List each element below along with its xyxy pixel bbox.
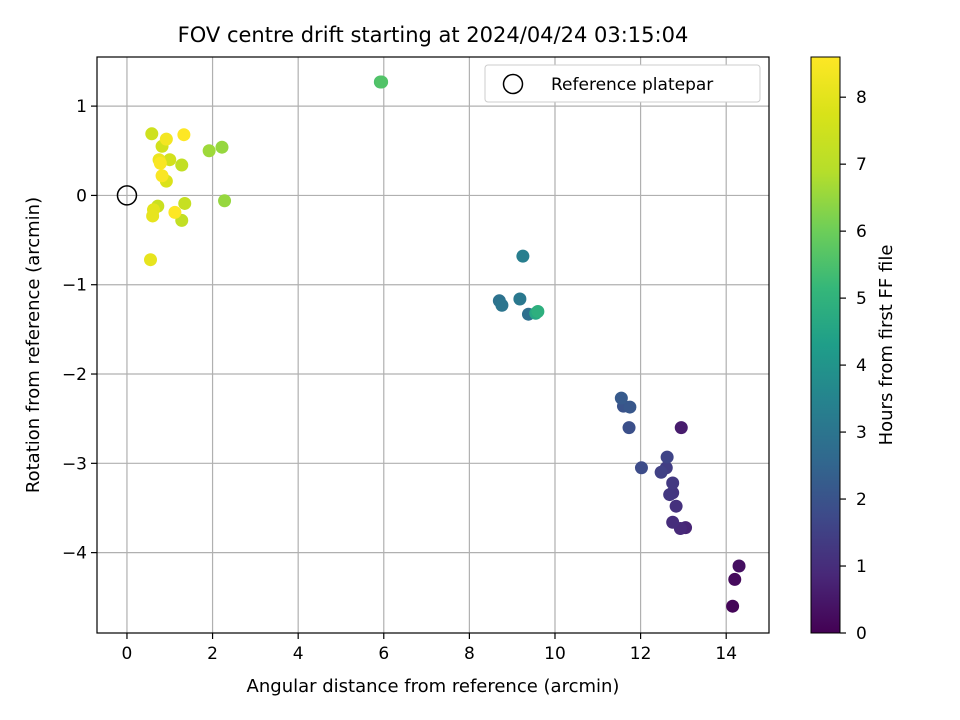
data-point bbox=[175, 158, 189, 172]
data-point bbox=[531, 305, 545, 319]
data-point bbox=[732, 559, 746, 573]
x-tick-label: 6 bbox=[378, 644, 389, 664]
data-point bbox=[666, 515, 680, 529]
data-point bbox=[669, 499, 683, 513]
y-tick-label: 0 bbox=[76, 186, 87, 206]
x-tick-label: 2 bbox=[207, 644, 218, 664]
x-axis-ticks: 0 2 4 6 8 10 12 14 bbox=[122, 633, 737, 664]
data-point bbox=[666, 476, 680, 490]
colorbar bbox=[810, 56, 841, 634]
data-point bbox=[654, 465, 668, 479]
x-tick-label: 0 bbox=[122, 644, 133, 664]
data-point bbox=[622, 421, 636, 435]
colorbar-tick-label: 7 bbox=[856, 155, 867, 175]
data-point bbox=[153, 156, 167, 170]
data-point bbox=[159, 132, 173, 146]
y-tick-label: −4 bbox=[62, 544, 87, 564]
legend-label: Reference platepar bbox=[551, 75, 713, 95]
colorbar-ticks: 0 1 2 3 4 5 6 7 8 bbox=[840, 88, 867, 644]
colorbar-tick-label: 5 bbox=[856, 289, 867, 309]
x-tick-label: 14 bbox=[715, 644, 737, 664]
x-axis-label: Angular distance from reference (arcmin) bbox=[247, 676, 620, 697]
x-tick-label: 12 bbox=[630, 644, 652, 664]
x-tick-label: 8 bbox=[464, 644, 475, 664]
data-point bbox=[674, 421, 688, 435]
data-point bbox=[178, 196, 192, 210]
data-point bbox=[728, 572, 742, 586]
y-tick-label: −2 bbox=[62, 365, 87, 385]
plot-frame bbox=[96, 56, 770, 634]
data-point bbox=[177, 128, 191, 142]
data-point bbox=[146, 209, 160, 223]
data-point bbox=[726, 599, 740, 613]
data-point bbox=[513, 292, 527, 306]
y-tick-label: −1 bbox=[62, 276, 87, 296]
data-points bbox=[116, 75, 746, 613]
colorbar-tick-label: 6 bbox=[856, 222, 867, 242]
data-point bbox=[495, 298, 509, 312]
colorbar-label: Hours from first FF file bbox=[876, 245, 897, 446]
grid-lines bbox=[97, 57, 769, 633]
data-point bbox=[375, 75, 389, 89]
data-point bbox=[660, 450, 674, 464]
reference-platepar-marker bbox=[116, 185, 138, 206]
data-point bbox=[144, 253, 158, 267]
data-point bbox=[218, 194, 232, 208]
x-tick-label: 10 bbox=[544, 644, 566, 664]
x-tick-label: 4 bbox=[293, 644, 304, 664]
data-point bbox=[663, 488, 677, 502]
data-point bbox=[145, 127, 159, 141]
chart-title: FOV centre drift starting at 2024/04/24 … bbox=[178, 23, 689, 47]
legend-box bbox=[484, 64, 761, 103]
data-point bbox=[202, 144, 216, 158]
colorbar-tick-label: 0 bbox=[856, 624, 867, 644]
colorbar-tick-label: 1 bbox=[856, 557, 867, 577]
data-point bbox=[215, 140, 229, 154]
data-point bbox=[155, 169, 169, 183]
legend: Reference platepar bbox=[484, 64, 761, 103]
colorbar-tick-label: 2 bbox=[856, 490, 867, 510]
colorbar-tick-label: 8 bbox=[856, 88, 867, 108]
data-point bbox=[623, 400, 637, 414]
y-tick-label: 1 bbox=[76, 97, 87, 117]
legend-reference-marker bbox=[502, 73, 524, 95]
y-axis-ticks: 1 0 −1 −2 −3 −4 bbox=[62, 97, 97, 564]
colorbar-tick-label: 4 bbox=[856, 356, 867, 376]
data-point bbox=[614, 391, 628, 405]
y-tick-label: −3 bbox=[62, 454, 87, 474]
data-point bbox=[634, 461, 648, 475]
data-point bbox=[516, 249, 530, 263]
colorbar-tick-label: 3 bbox=[856, 423, 867, 443]
data-point bbox=[168, 205, 182, 219]
y-axis-label: Rotation from reference (arcmin) bbox=[23, 197, 44, 493]
